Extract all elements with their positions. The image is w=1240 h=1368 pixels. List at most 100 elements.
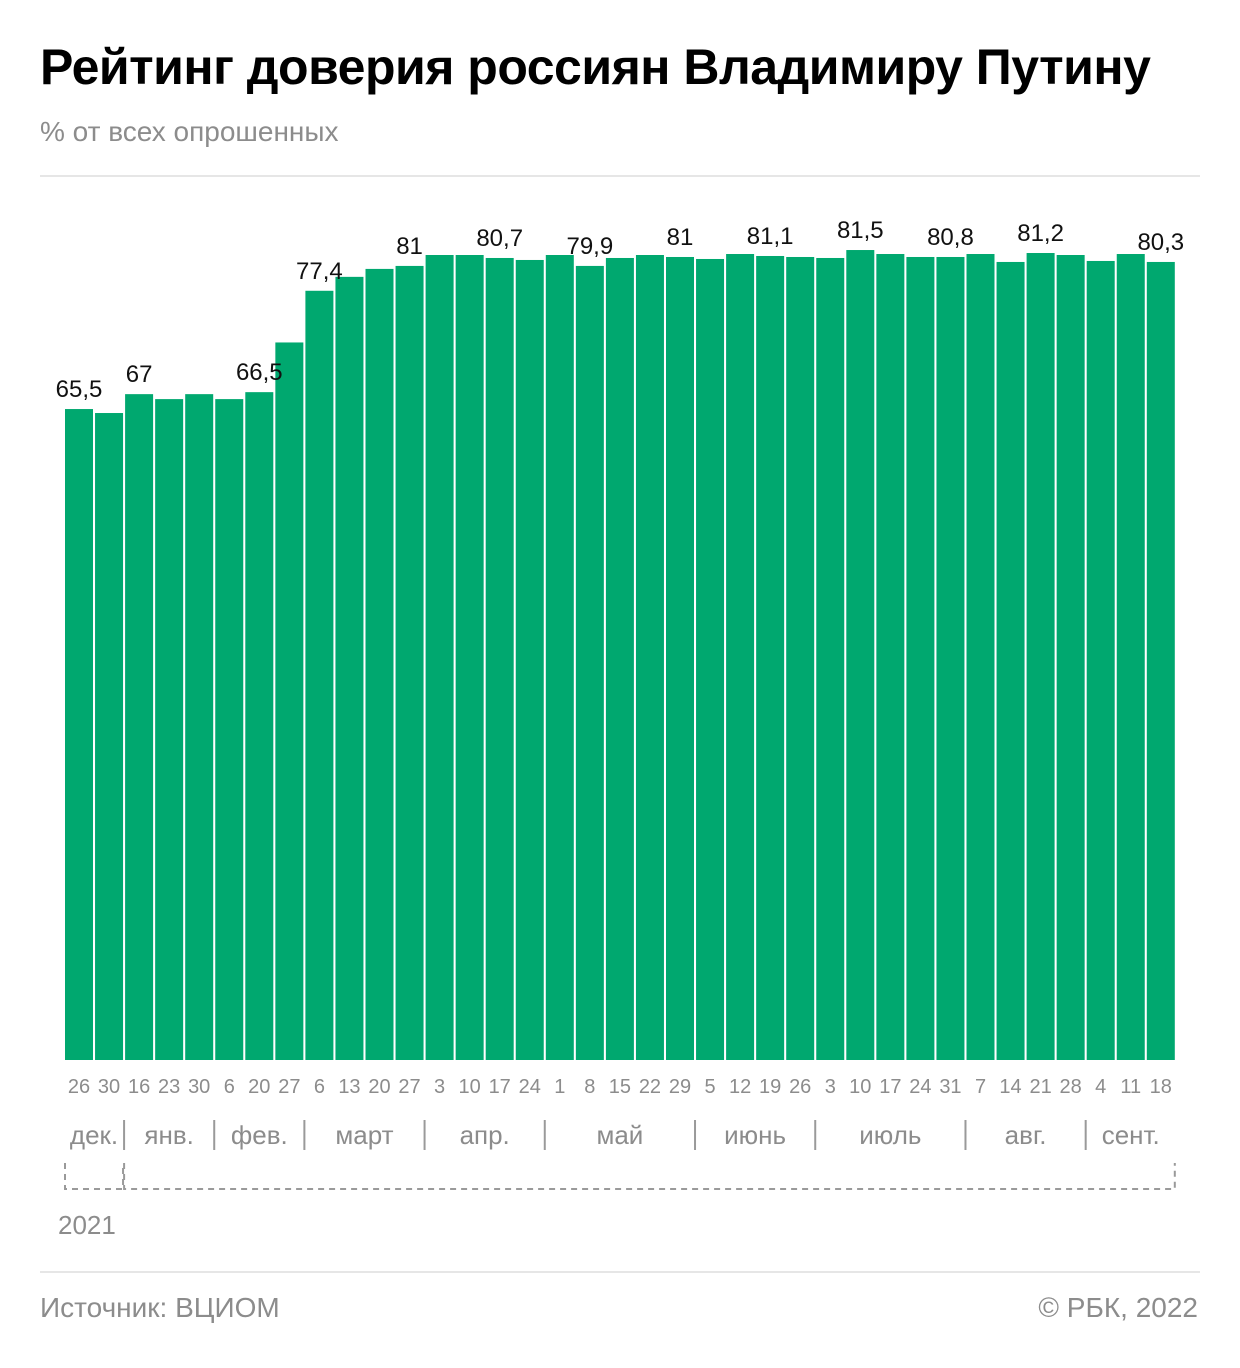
bar — [786, 256, 815, 1060]
year-bracket-2022 — [123, 1163, 1176, 1190]
x-tick-label: 23 — [158, 1076, 180, 1098]
bottom-divider — [40, 1271, 1200, 1273]
x-tick-label: 10 — [849, 1076, 871, 1098]
x-tick-label: 21 — [1029, 1076, 1051, 1098]
x-tick-label: 19 — [759, 1076, 781, 1098]
bar — [816, 257, 845, 1061]
bar — [906, 256, 935, 1060]
x-tick-label: 3 — [434, 1076, 445, 1098]
data-label: 81 — [667, 224, 694, 251]
x-tick-label: 20 — [368, 1076, 390, 1098]
bar — [455, 255, 484, 1060]
month-label: фев. — [231, 1120, 288, 1150]
bar — [95, 413, 124, 1060]
x-tick-label: 4 — [1095, 1076, 1106, 1098]
x-tick-label: 29 — [669, 1076, 691, 1098]
x-tick-label: 10 — [459, 1076, 481, 1098]
month-label: дек. — [70, 1120, 118, 1150]
x-tick-label: 13 — [338, 1076, 360, 1098]
bar — [305, 290, 334, 1060]
month-label: авг. — [1005, 1120, 1047, 1150]
bar — [966, 254, 995, 1060]
data-label: 79,9 — [566, 233, 613, 260]
data-label: 66,5 — [236, 359, 283, 386]
data-label: 80,7 — [476, 225, 523, 252]
x-tick-label: 11 — [1120, 1076, 1141, 1098]
month-label: апр. — [460, 1120, 510, 1150]
bar — [1056, 255, 1085, 1060]
bar — [876, 254, 905, 1060]
bar — [726, 254, 755, 1060]
data-label: 77,4 — [296, 258, 343, 285]
bar — [635, 255, 664, 1060]
bar — [65, 409, 93, 1060]
x-tick-label: 22 — [639, 1076, 661, 1098]
bar — [1146, 261, 1175, 1061]
bar — [936, 256, 965, 1060]
data-label: 80,8 — [927, 224, 974, 251]
data-label: 81,2 — [1017, 220, 1064, 247]
data-label: 81,5 — [837, 217, 884, 244]
x-tick-label: 1 — [554, 1076, 565, 1098]
x-tick-label: 15 — [609, 1076, 631, 1098]
x-tick-label: 6 — [314, 1076, 325, 1098]
bar — [756, 255, 785, 1061]
x-tick-label: 16 — [128, 1076, 150, 1098]
x-tick-label: 27 — [278, 1076, 300, 1098]
bar — [185, 394, 214, 1060]
bar — [245, 392, 274, 1060]
bar — [125, 394, 154, 1060]
year-label: 2021 — [58, 1210, 116, 1240]
bar — [1086, 260, 1115, 1061]
bar — [696, 258, 725, 1061]
x-tick-label: 28 — [1060, 1076, 1082, 1098]
x-tick-label: 6 — [224, 1076, 235, 1098]
month-label: март — [335, 1120, 393, 1150]
x-tick-label: 20 — [248, 1076, 270, 1098]
bar — [575, 265, 604, 1060]
source-note: Источник: ВЦИОМ — [40, 1292, 280, 1323]
x-tick-label: 12 — [729, 1076, 751, 1098]
bar — [605, 257, 634, 1061]
x-tick-label: 27 — [398, 1076, 420, 1098]
bar — [846, 250, 875, 1060]
month-label: июль — [859, 1120, 921, 1150]
x-tick-label: 31 — [939, 1076, 961, 1098]
x-tick-label: 3 — [825, 1076, 836, 1098]
copyright-note: © РБК, 2022 — [1038, 1292, 1198, 1323]
month-label: май — [596, 1120, 643, 1150]
x-tick-label: 8 — [584, 1076, 595, 1098]
x-tick-label: 5 — [704, 1076, 715, 1098]
bar — [545, 255, 574, 1060]
x-tick-label: 18 — [1150, 1076, 1172, 1098]
month-label: июнь — [724, 1120, 786, 1150]
chart-subtitle: % от всех опрошенных — [40, 116, 339, 147]
bar — [425, 255, 454, 1060]
year-bracket-2021 — [64, 1163, 125, 1190]
bar — [1116, 254, 1145, 1060]
x-tick-label: 14 — [999, 1076, 1021, 1098]
chart-title: Рейтинг доверия россиян Владимиру Путину — [40, 39, 1151, 95]
data-label: 81,1 — [747, 223, 794, 250]
bar — [515, 259, 544, 1061]
month-label: янв. — [144, 1120, 193, 1150]
x-tick-label: 24 — [909, 1076, 931, 1098]
top-divider — [40, 175, 1200, 177]
bar — [275, 342, 304, 1061]
bar — [335, 276, 364, 1060]
bar — [395, 265, 424, 1060]
bar — [215, 399, 244, 1061]
x-tick-label: 26 — [68, 1076, 90, 1098]
bar — [155, 399, 184, 1061]
data-label: 80,3 — [1137, 229, 1184, 256]
data-label: 81 — [396, 233, 423, 260]
bar — [485, 257, 514, 1061]
data-label: 67 — [126, 361, 153, 388]
bar — [1026, 253, 1055, 1060]
bar — [666, 256, 694, 1060]
month-label: сент. — [1102, 1120, 1160, 1150]
x-tick-label: 30 — [188, 1076, 210, 1098]
bar — [996, 261, 1025, 1061]
x-tick-label: 17 — [879, 1076, 901, 1098]
